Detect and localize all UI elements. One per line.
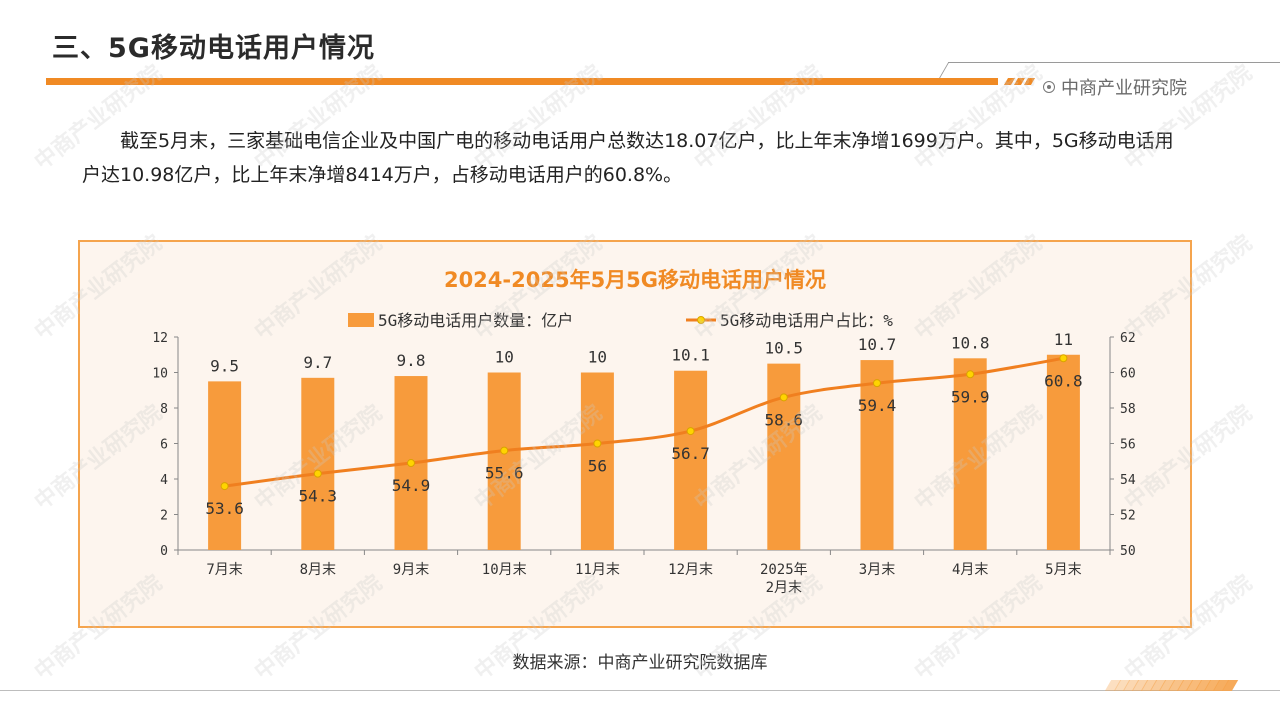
combo-chart: 5G移动电话用户数量：亿户 5G移动电话用户占比：% 0 2 4 6 8 10 12 50 52 54… [152,311,1136,596]
bar-data-label: 10.7 [858,335,897,354]
summary-text: 截至5月末，三家基础电信企业及中国广电的移动电话用户总数达18.07亿户，比上年… [82,124,1182,192]
x-tick-label: 9月末 [393,562,429,578]
line-point [873,379,881,388]
legend-label-bar: 5G移动电话用户数量：亿户 [378,311,573,330]
x-tick-label: 11月末 [575,562,620,578]
left-tick-label: 2 [160,509,168,524]
x-tick-label: 10月末 [482,562,527,578]
bar [487,372,521,550]
x-tick-label: 3月末 [859,562,895,578]
data-source: 数据来源：中商产业研究院数据库 [512,653,768,673]
left-tick-label: 12 [152,331,168,346]
right-tick-label: 56 [1120,438,1136,453]
title-underline [46,78,998,85]
right-tick-label: 62 [1120,331,1136,346]
left-tick-label: 6 [160,438,168,453]
chart-title: 2024-2025年5月5G移动电话用户情况 [443,268,827,292]
bar [1046,354,1080,550]
bar [580,372,614,550]
line-point [313,469,322,478]
x-tick-label: 8月末 [300,562,336,578]
line-data-label: 56 [588,457,607,476]
bar [767,363,801,550]
line-data-label: 60.8 [1044,371,1083,390]
bar-data-label: 10 [588,348,607,367]
line-point [593,439,602,448]
bar-data-label: 10.8 [951,333,990,352]
x-tick-label: 7月末 [206,562,242,578]
line-data-label: 54.9 [392,476,431,495]
x-tick-label: 2025年 [760,562,808,578]
line-point [966,370,975,379]
bar [860,360,894,550]
bar-data-label: 9.8 [397,351,426,370]
right-tick-label: 52 [1120,509,1136,524]
line-point [500,446,509,455]
x-tick-label: 4月末 [952,562,988,578]
line-data-label: 54.3 [299,487,338,506]
x-tick-label: 5月末 [1045,562,1081,578]
right-tick-label: 60 [1120,367,1136,382]
line-data-label: 59.9 [951,387,990,406]
summary-paragraph: 截至5月末，三家基础电信企业及中国广电的移动电话用户总数达18.07亿户，比上年… [82,130,1174,186]
line-point [220,482,229,491]
legend-label-line: 5G移动电话用户占比：% [720,311,893,330]
left-tick-label: 0 [160,544,168,559]
bar-data-label: 9.7 [303,353,332,372]
bar [208,381,242,550]
bar [674,370,708,550]
brand-name: 中商产业研究院 [1061,78,1187,99]
brand: 中商产业研究院 [1043,74,1187,100]
left-tick-label: 4 [160,473,168,488]
left-tick-label: 10 [152,367,168,382]
right-tick-label: 50 [1120,544,1136,559]
share-line [224,356,1064,488]
right-tick-label: 58 [1120,402,1136,417]
line-data-label: 53.6 [205,499,244,518]
bar-data-label: 10.5 [765,339,804,358]
line-point [779,393,788,402]
bar [301,377,335,550]
line-data-label: 55.6 [485,464,524,483]
line-point [1059,354,1068,363]
legend-swatch-marker [697,316,705,324]
line-point [407,459,415,468]
line-point [686,427,695,436]
right-tick-label: 54 [1120,473,1136,488]
bar-data-label: 9.5 [210,356,239,375]
bar-data-label: 10.1 [671,346,710,365]
left-tick-label: 8 [160,402,168,417]
target-icon [1043,81,1055,93]
bar [953,358,987,550]
line-data-label: 56.7 [671,444,710,463]
bar-data-label: 11 [1054,330,1073,349]
footer-rule [0,690,1280,691]
legend-swatch-bar [348,313,374,327]
chart-panel: 2024-2025年5月5G移动电话用户情况 5G移动电话用户数量：亿户 5G移动… [78,240,1192,628]
x-tick-label: 2月末 [766,580,802,596]
line-data-label: 58.6 [765,410,804,429]
bar-data-label: 10 [495,348,514,367]
header-thin-line [948,62,1280,63]
slide-title: 三、5G移动电话用户情况 [52,33,375,64]
x-tick-label: 12月末 [668,562,713,578]
title-stripe [1023,78,1036,85]
line-data-label: 59.4 [858,396,897,415]
